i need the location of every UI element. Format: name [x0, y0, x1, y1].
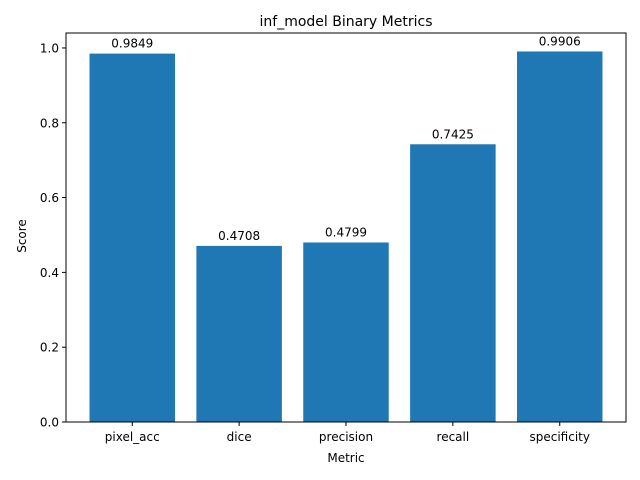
x-tick-label-pixel_acc: pixel_acc [105, 430, 160, 444]
x-tick-label-precision: precision [319, 430, 373, 444]
data-labels-group: 0.9849 0.4708 0.4799 0.7425 0.9906 [111, 34, 580, 242]
bar-specificity [516, 51, 603, 422]
data-label-pixel_acc: 0.9849 [111, 37, 153, 51]
y-tick-label-0.4: 0.4 [40, 266, 59, 280]
data-label-recall: 0.7425 [432, 127, 474, 141]
bar-recall [410, 144, 496, 423]
plot-frame [65, 32, 627, 423]
data-label-dice: 0.4708 [218, 229, 260, 243]
y-axis-ticks: 0.0 0.2 0.4 0.6 0.8 1.0 [40, 41, 66, 430]
data-label-specificity: 0.9906 [539, 34, 581, 48]
bar-dice [196, 245, 282, 422]
x-tick-label-specificity: specificity [529, 430, 589, 444]
x-axis-label: Metric [327, 451, 364, 465]
y-tick-label-1.0: 1.0 [40, 41, 59, 55]
bar-pixel_acc [89, 53, 176, 422]
bars-group [89, 51, 603, 423]
y-tick-label-0.6: 0.6 [40, 191, 59, 205]
y-tick-label-0.2: 0.2 [40, 341, 59, 355]
bar-precision [303, 242, 389, 422]
data-label-precision: 0.4799 [325, 225, 367, 239]
y-tick-label-0.0: 0.0 [40, 416, 59, 430]
y-tick-label-0.8: 0.8 [40, 116, 59, 130]
y-axis-label: Score [15, 219, 29, 253]
x-axis-ticks: pixel_acc dice precision recall specificity [105, 422, 590, 444]
x-tick-label-dice: dice [227, 430, 252, 444]
x-tick-label-recall: recall [437, 430, 470, 444]
chart-title: inf_model Binary Metrics [260, 14, 433, 30]
